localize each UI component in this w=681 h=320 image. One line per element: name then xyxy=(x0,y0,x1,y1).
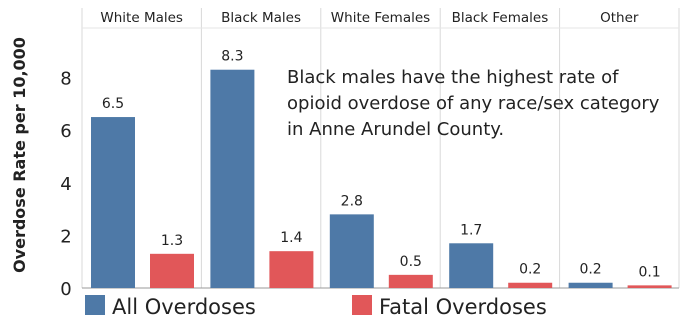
bar-value-label: 0.2 xyxy=(579,262,601,278)
bar-all-overdoses-black-males xyxy=(210,69,255,289)
bar-all-overdoses-white-males xyxy=(91,117,135,288)
bar-value-label: 0.5 xyxy=(400,254,422,270)
bar-fatal-overdoses-other xyxy=(627,285,672,288)
y-tick-label: 4 xyxy=(60,174,71,195)
y-tick-label: 2 xyxy=(60,226,71,247)
y-tick-label: 8 xyxy=(60,69,71,90)
bar-all-overdoses-other xyxy=(568,282,613,288)
annotation-line-1: Black males have the highest rate of xyxy=(287,67,619,88)
y-axis-title: Overdose Rate per 10,000 xyxy=(10,37,29,273)
category-label-other: Other xyxy=(600,10,639,26)
annotation-line-2: opioid overdose of any race/sex category xyxy=(287,93,660,114)
bar-all-overdoses-white-females xyxy=(329,214,374,288)
bar-value-label: 1.3 xyxy=(161,233,183,249)
bars xyxy=(91,69,672,289)
y-axis-ticks: 0 2 4 6 8 xyxy=(60,69,71,300)
annotation-line-3: in Anne Arundel County. xyxy=(287,119,504,140)
bar-fatal-overdoses-black-females xyxy=(508,282,553,288)
legend-swatch-all-overdoses xyxy=(85,295,105,315)
bar-value-label: 0.1 xyxy=(638,264,660,280)
legend: All Overdoses Fatal Overdoses xyxy=(85,295,547,319)
legend-label-fatal-overdoses: Fatal Overdoses xyxy=(379,295,547,319)
bar-value-labels: 6.5 8.3 2.8 1.7 0.2 1.3 1.4 0.5 0.2 0.1 xyxy=(102,49,661,281)
bar-fatal-overdoses-white-females xyxy=(388,274,433,288)
bar-all-overdoses-black-females xyxy=(449,243,494,288)
bar-value-label: 0.2 xyxy=(519,262,541,278)
legend-swatch-fatal-overdoses xyxy=(352,295,372,315)
bar-value-label: 1.4 xyxy=(280,230,302,246)
bar-value-label: 6.5 xyxy=(102,96,124,112)
category-label-black-males: Black Males xyxy=(221,10,301,26)
bar-fatal-overdoses-white-males xyxy=(150,253,194,288)
category-label-black-females: Black Females xyxy=(452,10,549,26)
bar-value-label: 8.3 xyxy=(221,49,243,65)
y-tick-label: 0 xyxy=(60,279,71,300)
category-panels: White Males Black Males White Females Black… xyxy=(81,8,680,289)
legend-label-all-overdoses: All Overdoses xyxy=(112,295,256,319)
category-label-white-males: White Males xyxy=(100,10,183,26)
category-label-white-females: White Females xyxy=(331,10,430,26)
y-tick-label: 6 xyxy=(60,121,71,142)
bar-value-label: 1.7 xyxy=(460,222,482,238)
bar-value-label: 2.8 xyxy=(341,193,363,209)
bar-fatal-overdoses-black-males xyxy=(269,251,314,288)
